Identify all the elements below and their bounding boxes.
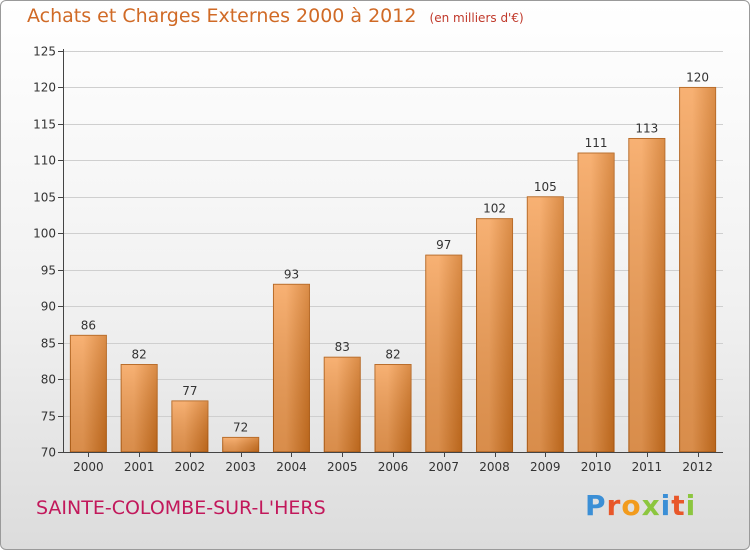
bar-shade bbox=[222, 437, 259, 452]
data-label: 113 bbox=[635, 121, 658, 135]
y-tick-label: 115 bbox=[33, 118, 56, 132]
bar-shade bbox=[171, 400, 208, 452]
bar-shade bbox=[527, 196, 564, 452]
title-row: Achats et Charges Externes 2000 à 2012 (… bbox=[27, 5, 524, 27]
x-tick-label: 2007 bbox=[428, 460, 459, 474]
logo-letter: t bbox=[671, 489, 686, 522]
y-tick-label: 75 bbox=[41, 410, 56, 424]
chart-title: Achats et Charges Externes 2000 à 2012 bbox=[27, 5, 417, 27]
y-tick-label: 105 bbox=[33, 191, 56, 205]
y-tick-label: 85 bbox=[41, 337, 56, 351]
y-tick-label: 100 bbox=[33, 227, 56, 241]
x-tick-label: 2006 bbox=[378, 460, 409, 474]
y-tick-label: 125 bbox=[33, 45, 56, 59]
data-label: 105 bbox=[534, 180, 557, 194]
commune-name: SAINTE-COLOMBE-SUR-L'HERS bbox=[36, 497, 326, 519]
data-label: 82 bbox=[385, 348, 400, 362]
x-tick-label: 2011 bbox=[632, 460, 663, 474]
data-label: 93 bbox=[284, 267, 299, 281]
data-label: 97 bbox=[436, 238, 451, 252]
x-tick-label: 2005 bbox=[327, 460, 358, 474]
x-tick-label: 2012 bbox=[682, 460, 713, 474]
bar-shade bbox=[679, 87, 716, 453]
x-tick-label: 2001 bbox=[124, 460, 155, 474]
x-tick-label: 2004 bbox=[276, 460, 307, 474]
logo-letter: x bbox=[641, 489, 661, 522]
data-label: 111 bbox=[585, 136, 608, 150]
bar-shade bbox=[425, 255, 462, 452]
x-tick-label: 2009 bbox=[530, 460, 561, 474]
x-tick-label: 2010 bbox=[581, 460, 612, 474]
y-tick-label: 90 bbox=[41, 300, 56, 314]
logo-letter: r bbox=[606, 489, 622, 522]
data-label: 72 bbox=[233, 420, 248, 434]
data-label: 86 bbox=[81, 318, 96, 332]
data-label: 83 bbox=[335, 340, 350, 354]
x-tick-label: 2002 bbox=[175, 460, 206, 474]
x-tick-label: 2000 bbox=[73, 460, 104, 474]
y-tick-label: 80 bbox=[41, 373, 56, 387]
y-tick-label: 95 bbox=[41, 264, 56, 278]
logo-letter: o bbox=[621, 489, 642, 522]
x-tick-label: 2008 bbox=[479, 460, 510, 474]
y-tick-label: 110 bbox=[33, 154, 56, 168]
x-tick-label: 2003 bbox=[225, 460, 256, 474]
bar-shade bbox=[273, 284, 310, 452]
bar-shade bbox=[628, 138, 665, 452]
bar-shade bbox=[476, 218, 513, 452]
data-label: 120 bbox=[686, 70, 709, 84]
bar-shade bbox=[121, 364, 158, 452]
bar-shade bbox=[70, 335, 107, 452]
y-tick-label: 120 bbox=[33, 81, 56, 95]
data-label: 77 bbox=[182, 384, 197, 398]
y-tick-label: 70 bbox=[41, 446, 56, 460]
bar-shade bbox=[375, 364, 411, 452]
bar-shade bbox=[578, 153, 615, 452]
logo-letter: i bbox=[660, 489, 672, 522]
data-label: 102 bbox=[483, 202, 506, 216]
bar-shade bbox=[324, 357, 361, 452]
unit-note: (en milliers d'€) bbox=[429, 11, 524, 25]
logo-letter: i bbox=[685, 489, 697, 522]
logo-letter: P bbox=[585, 489, 607, 522]
data-label: 82 bbox=[132, 348, 147, 362]
proxiti-logo[interactable]: Proxiti bbox=[585, 489, 696, 522]
